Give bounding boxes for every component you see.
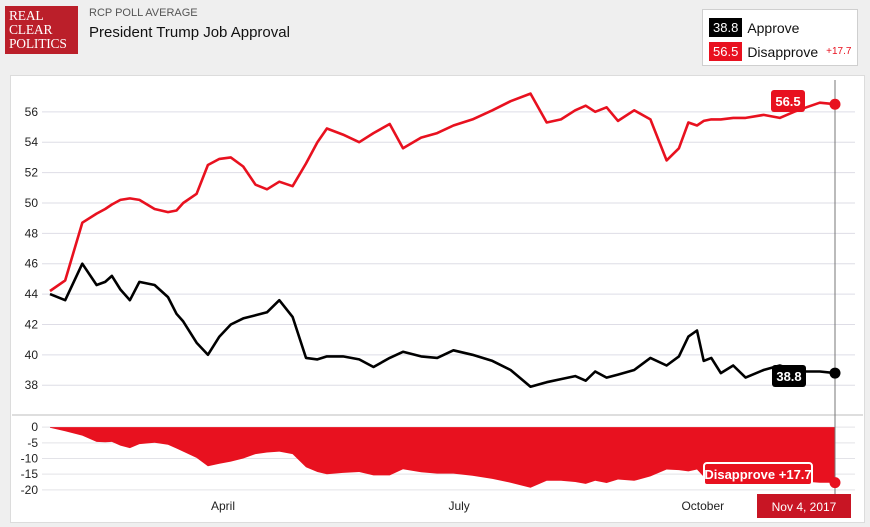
approve-label: Approve: [747, 19, 800, 36]
spread-end-marker: [829, 477, 841, 489]
approve-end-badge-box: [772, 365, 806, 387]
disapprove-end-badge: 56.5: [771, 90, 805, 112]
y-tick-label: 44: [25, 287, 39, 301]
y-tick-labels: 38 40 42 44 46 48 50 52 54 56 0 -5 -10-15 -20: [21, 105, 39, 497]
disapprove-line: [49, 92, 836, 293]
approve-value-badge: 38.8: [709, 18, 743, 37]
y-tick-label: 50: [25, 196, 39, 210]
legend: 38.8 Approve 56.5 Disapprove +17.7: [702, 9, 858, 66]
logo-line: REAL: [9, 8, 44, 23]
disapprove-end-badge-text: 56.5: [775, 94, 800, 109]
x-tick-label: July: [448, 499, 469, 513]
spread-area: [50, 427, 835, 488]
y-tick-label: 46: [25, 257, 39, 271]
approve-end-badge-text: 38.8: [776, 369, 801, 384]
logo-line: CLEAR: [9, 22, 53, 37]
spread-y-tick-label: 0: [31, 420, 38, 434]
disapprove-end-marker: [829, 98, 841, 110]
y-tick-label: 48: [25, 226, 39, 240]
y-tick-label: 54: [25, 135, 39, 149]
y-tick-label: 38: [25, 378, 39, 392]
y-tick-label: 40: [25, 348, 39, 362]
disapprove-value-badge: 56.5: [709, 42, 743, 61]
spread-area-chart: [50, 427, 835, 488]
logo-line: POLITICS: [9, 36, 67, 51]
approve-end-badge: 38.8: [772, 365, 806, 387]
annotations: 56.5 38.8 Disapprove +17.7 Nov 4, 2017: [703, 80, 851, 518]
date-badge-text: Nov 4, 2017: [772, 500, 837, 514]
rcp-logo[interactable]: REAL CLEAR POLITICS: [5, 6, 78, 54]
spread-value: +17.7: [826, 46, 852, 57]
approve-line: [49, 262, 836, 389]
chart-title: President Trump Job Approval: [89, 24, 290, 41]
date-badge-box: [757, 494, 851, 518]
spread-end-badge: Disapprove +17.7: [703, 462, 813, 486]
legend-disapprove[interactable]: 56.5 Disapprove +17.7: [709, 42, 851, 61]
y-tick-label: 52: [25, 166, 39, 180]
spread-y-tick-label: -5: [27, 436, 38, 450]
chart-supertitle: RCP POLL AVERAGE: [89, 7, 198, 19]
x-tick-label: October: [681, 499, 724, 513]
spread-end-badge-box: [703, 462, 813, 486]
disapprove-label: Disapprove: [747, 43, 819, 60]
spread-y-tick-label: -20: [21, 483, 39, 497]
disapprove-end-badge-box: [771, 90, 805, 112]
series-lines: [49, 92, 836, 389]
grid-lines: [12, 111, 863, 491]
y-tick-label: 42: [25, 317, 39, 331]
x-tick-labels: April July October: [211, 499, 724, 513]
spread-y-tick-label: -15: [21, 467, 39, 481]
x-tick-label: April: [211, 499, 235, 513]
y-tick-label: 56: [25, 105, 39, 119]
date-badge: Nov 4, 2017: [757, 494, 851, 518]
approve-end-marker: [829, 367, 841, 379]
spread-y-tick-label: -10: [21, 452, 39, 466]
legend-approve[interactable]: 38.8 Approve: [709, 18, 799, 37]
spread-end-badge-text: Disapprove +17.7: [704, 467, 811, 482]
